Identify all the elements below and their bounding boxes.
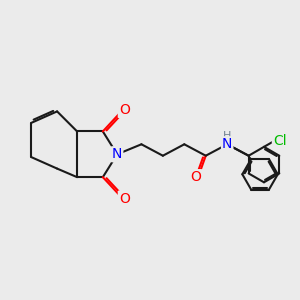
Text: H: H xyxy=(223,131,231,141)
Text: O: O xyxy=(119,192,130,206)
Text: O: O xyxy=(119,103,130,117)
Text: O: O xyxy=(190,170,201,184)
Text: N: N xyxy=(222,137,232,151)
Text: N: N xyxy=(112,147,122,161)
Text: Cl: Cl xyxy=(273,134,286,148)
